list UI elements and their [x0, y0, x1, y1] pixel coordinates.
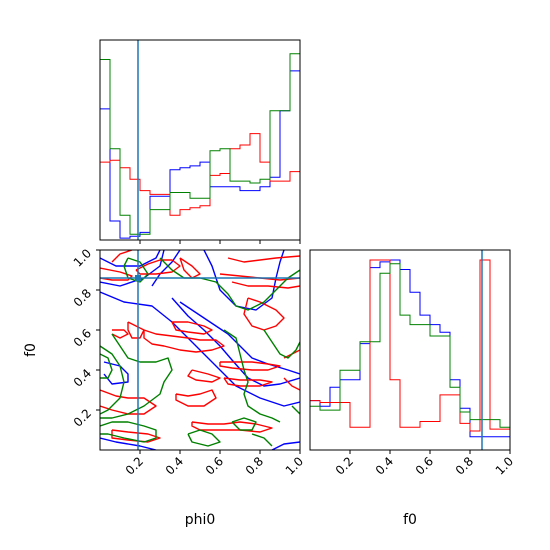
contour-green-5 — [123, 257, 149, 283]
contour-red-13 — [219, 361, 281, 371]
contour-green-11 — [231, 417, 257, 431]
contour-blue-5 — [203, 250, 285, 311]
phi0-histogram-panel — [99, 39, 301, 244]
phi0-histogram-frame — [99, 39, 301, 241]
contour-blue-4 — [171, 297, 300, 387]
contour-green-6 — [223, 329, 281, 423]
contour-red-12 — [187, 369, 221, 383]
contour-blue-2 — [100, 291, 300, 407]
contour-red-17 — [191, 421, 273, 433]
contour-red-10 — [143, 329, 225, 353]
contour-blue-0 — [100, 250, 161, 267]
f0-hist-green-series — [310, 263, 510, 428]
contour-red-18 — [111, 429, 161, 443]
contour-red-8 — [127, 321, 145, 339]
y-axis-label-f0: f0 — [23, 343, 39, 357]
contour-green-9 — [251, 433, 273, 447]
contour-blue-8 — [271, 441, 300, 450]
x-axis-label-f0: f0 — [403, 512, 417, 528]
contour-red-3 — [179, 257, 201, 279]
x-axis-label-phi0: phi0 — [185, 512, 216, 528]
contour-green-1 — [100, 353, 113, 379]
contour-green-4 — [159, 257, 300, 311]
phi0-hist-blue-series — [100, 70, 300, 239]
contour-blue-7 — [100, 437, 157, 450]
contour-green-2 — [100, 333, 173, 419]
contour-red-7 — [243, 297, 285, 331]
contour-blue-6 — [103, 361, 129, 385]
contour-red-9 — [111, 329, 129, 339]
contour-green-0 — [100, 345, 125, 415]
contour-green-8 — [187, 429, 221, 447]
contour-frame — [99, 249, 301, 451]
contour-red-4 — [227, 255, 300, 263]
contour-red-19 — [283, 377, 300, 391]
contour-red-1 — [135, 259, 181, 275]
contour-red-14 — [223, 377, 273, 387]
f0-hist-red-series — [310, 259, 510, 432]
f0-histogram-frame — [309, 249, 511, 451]
contour-green-7 — [263, 329, 300, 359]
phi0-hist-red-series — [100, 133, 300, 216]
contour-blue-9 — [151, 250, 181, 287]
phi0-hist-green-series — [100, 53, 300, 235]
contour-green-10 — [291, 405, 300, 415]
contour-red-11 — [171, 321, 213, 335]
contour-red-0 — [111, 250, 133, 263]
contour-green-3 — [100, 421, 157, 443]
contour-red-15 — [175, 389, 217, 407]
contour-red-6 — [231, 281, 300, 289]
contour-truth-marker — [135, 275, 141, 281]
